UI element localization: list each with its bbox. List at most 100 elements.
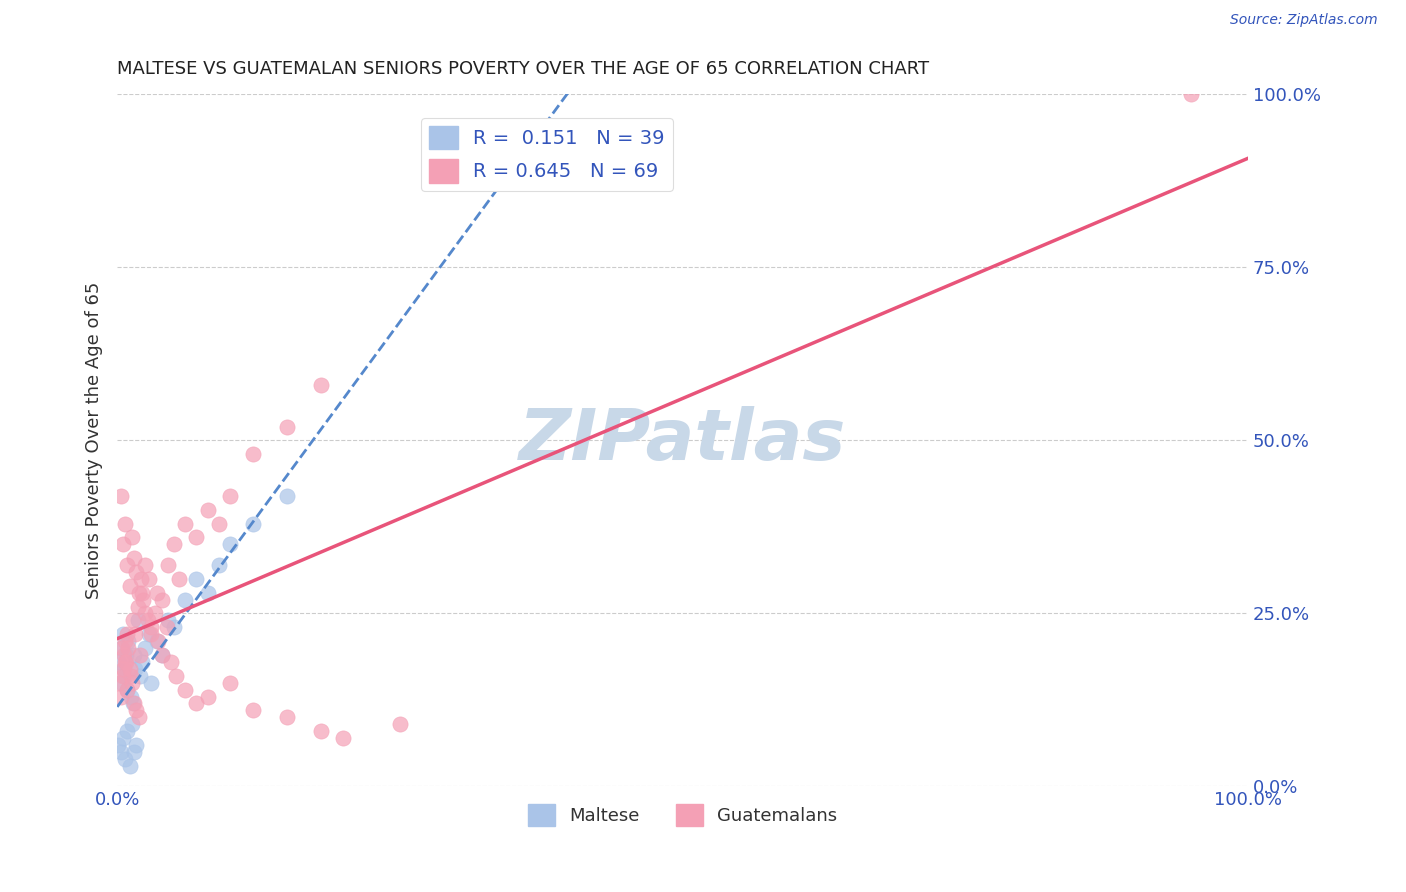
Point — [122, 551, 145, 566]
Point — [156, 620, 179, 634]
Point — [122, 697, 145, 711]
Point — [122, 614, 145, 628]
Point — [111, 641, 134, 656]
Point — [107, 738, 129, 752]
Point — [219, 489, 242, 503]
Point — [143, 607, 166, 621]
Point — [117, 724, 139, 739]
Point — [276, 710, 298, 724]
Point — [115, 655, 138, 669]
Point — [128, 585, 150, 599]
Point — [276, 419, 298, 434]
Point — [111, 627, 134, 641]
Point — [163, 620, 186, 634]
Point — [114, 634, 136, 648]
Point — [120, 669, 142, 683]
Point — [131, 655, 153, 669]
Point — [111, 662, 134, 676]
Point — [152, 648, 174, 662]
Point — [152, 648, 174, 662]
Point — [139, 627, 162, 641]
Legend: Maltese, Guatemalans: Maltese, Guatemalans — [520, 797, 845, 833]
Point — [127, 599, 149, 614]
Point — [136, 614, 159, 628]
Point — [174, 516, 197, 531]
Text: MALTESE VS GUATEMALAN SENIORS POVERTY OVER THE AGE OF 65 CORRELATION CHART: MALTESE VS GUATEMALAN SENIORS POVERTY OV… — [117, 60, 929, 78]
Point — [118, 662, 141, 676]
Point — [186, 697, 208, 711]
Point — [128, 669, 150, 683]
Point — [208, 558, 231, 572]
Point — [145, 634, 167, 648]
Point — [120, 690, 142, 704]
Point — [134, 558, 156, 572]
Point — [242, 703, 264, 717]
Point — [117, 558, 139, 572]
Point — [122, 697, 145, 711]
Point — [208, 516, 231, 531]
Point — [139, 675, 162, 690]
Point — [134, 641, 156, 656]
Point — [157, 558, 180, 572]
Point — [118, 579, 141, 593]
Point — [114, 516, 136, 531]
Point — [160, 655, 183, 669]
Point — [125, 738, 148, 752]
Point — [121, 530, 143, 544]
Point — [1180, 87, 1202, 102]
Point — [122, 648, 145, 662]
Point — [124, 627, 146, 641]
Point — [132, 592, 155, 607]
Point — [128, 648, 150, 662]
Point — [110, 489, 132, 503]
Point — [138, 627, 160, 641]
Point — [114, 655, 136, 669]
Point — [125, 565, 148, 579]
Point — [112, 648, 135, 662]
Point — [309, 724, 332, 739]
Point — [219, 675, 242, 690]
Point — [134, 607, 156, 621]
Point — [174, 682, 197, 697]
Point — [118, 758, 141, 772]
Point — [186, 530, 208, 544]
Point — [157, 614, 180, 628]
Point — [121, 717, 143, 731]
Point — [276, 489, 298, 503]
Point — [117, 634, 139, 648]
Point — [242, 516, 264, 531]
Point — [114, 752, 136, 766]
Point — [111, 669, 134, 683]
Point — [110, 641, 132, 656]
Point — [128, 710, 150, 724]
Text: ZIPatlas: ZIPatlas — [519, 406, 846, 475]
Point — [117, 682, 139, 697]
Point — [108, 675, 131, 690]
Point — [122, 745, 145, 759]
Point — [186, 572, 208, 586]
Point — [111, 537, 134, 551]
Point — [139, 620, 162, 634]
Point — [115, 648, 138, 662]
Point — [110, 690, 132, 704]
Point — [117, 641, 139, 656]
Point — [163, 537, 186, 551]
Point — [219, 537, 242, 551]
Point — [117, 627, 139, 641]
Point — [129, 572, 152, 586]
Point — [121, 675, 143, 690]
Point — [117, 682, 139, 697]
Point — [108, 655, 131, 669]
Point — [197, 502, 219, 516]
Point — [138, 572, 160, 586]
Text: Source: ZipAtlas.com: Source: ZipAtlas.com — [1230, 13, 1378, 28]
Point — [145, 585, 167, 599]
Point — [174, 592, 197, 607]
Y-axis label: Seniors Poverty Over the Age of 65: Seniors Poverty Over the Age of 65 — [86, 282, 103, 599]
Point — [152, 592, 174, 607]
Point — [242, 447, 264, 461]
Point — [111, 731, 134, 745]
Point — [124, 662, 146, 676]
Point — [169, 572, 191, 586]
Point — [165, 669, 187, 683]
